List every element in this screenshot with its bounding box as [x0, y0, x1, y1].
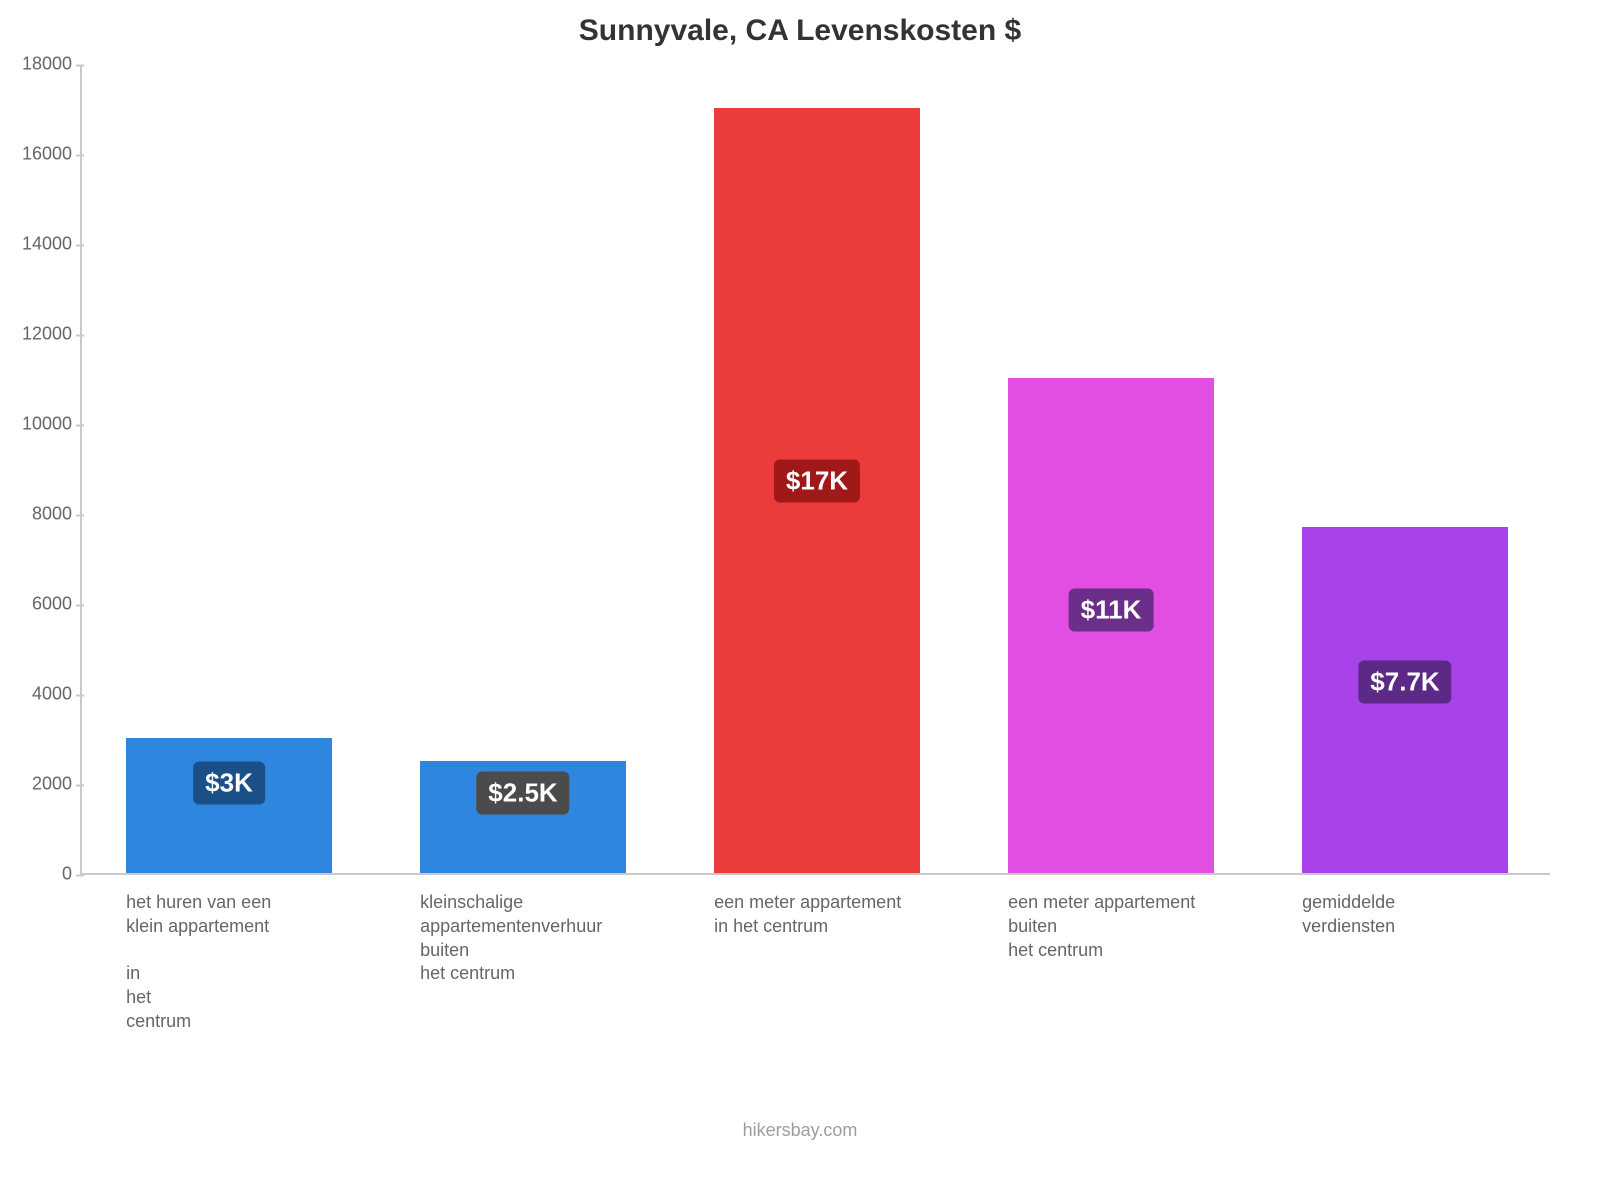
y-tick: 10000	[22, 414, 82, 435]
y-tick-mark	[76, 244, 84, 246]
y-tick: 0	[62, 864, 82, 885]
y-tick: 4000	[32, 684, 82, 705]
y-tick-label: 14000	[22, 234, 72, 254]
y-tick-mark	[76, 514, 84, 516]
y-tick: 8000	[32, 504, 82, 525]
y-tick: 12000	[22, 324, 82, 345]
y-tick-label: 18000	[22, 54, 72, 74]
y-tick-mark	[76, 64, 84, 66]
x-category-label: een meter appartement in het centrum	[714, 873, 993, 939]
y-tick-mark	[76, 604, 84, 606]
y-tick: 14000	[22, 234, 82, 255]
bar-value-label: $3K	[193, 762, 265, 805]
y-tick-label: 2000	[32, 774, 72, 794]
y-tick-label: 4000	[32, 684, 72, 704]
bar-value-label: $2.5K	[476, 772, 569, 815]
plot-area: 0200040006000800010000120001400016000180…	[80, 65, 1550, 875]
y-tick-mark	[76, 874, 84, 876]
x-category-label: kleinschalige appartementenverhuur buite…	[420, 873, 699, 986]
bar-value-label: $7.7K	[1358, 660, 1451, 703]
y-tick-mark	[76, 784, 84, 786]
x-category-label: gemiddelde verdiensten	[1302, 873, 1581, 939]
cost-of-living-chart: Sunnyvale, CA Levenskosten $ 02000400060…	[0, 0, 1600, 1200]
y-tick-mark	[76, 424, 84, 426]
y-tick-label: 8000	[32, 504, 72, 524]
x-category-label: een meter appartement buiten het centrum	[1008, 873, 1287, 962]
y-tick: 18000	[22, 54, 82, 75]
y-tick-mark	[76, 694, 84, 696]
bar	[126, 738, 332, 873]
y-tick-mark	[76, 154, 84, 156]
y-tick-label: 10000	[22, 414, 72, 434]
y-tick: 16000	[22, 144, 82, 165]
y-tick-label: 6000	[32, 594, 72, 614]
x-category-label: het huren van een klein appartement in h…	[126, 873, 405, 1034]
y-tick-label: 16000	[22, 144, 72, 164]
y-tick: 2000	[32, 774, 82, 795]
bar-value-label: $11K	[1069, 589, 1154, 632]
y-tick-mark	[76, 334, 84, 336]
bar-value-label: $17K	[774, 459, 860, 502]
source-footer: hikersbay.com	[0, 1120, 1600, 1141]
chart-title: Sunnyvale, CA Levenskosten $	[0, 14, 1600, 48]
y-tick-label: 12000	[22, 324, 72, 344]
y-tick-label: 0	[62, 864, 72, 884]
y-tick: 6000	[32, 594, 82, 615]
